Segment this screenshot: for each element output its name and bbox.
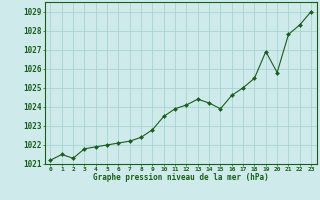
X-axis label: Graphe pression niveau de la mer (hPa): Graphe pression niveau de la mer (hPa) (93, 173, 269, 182)
